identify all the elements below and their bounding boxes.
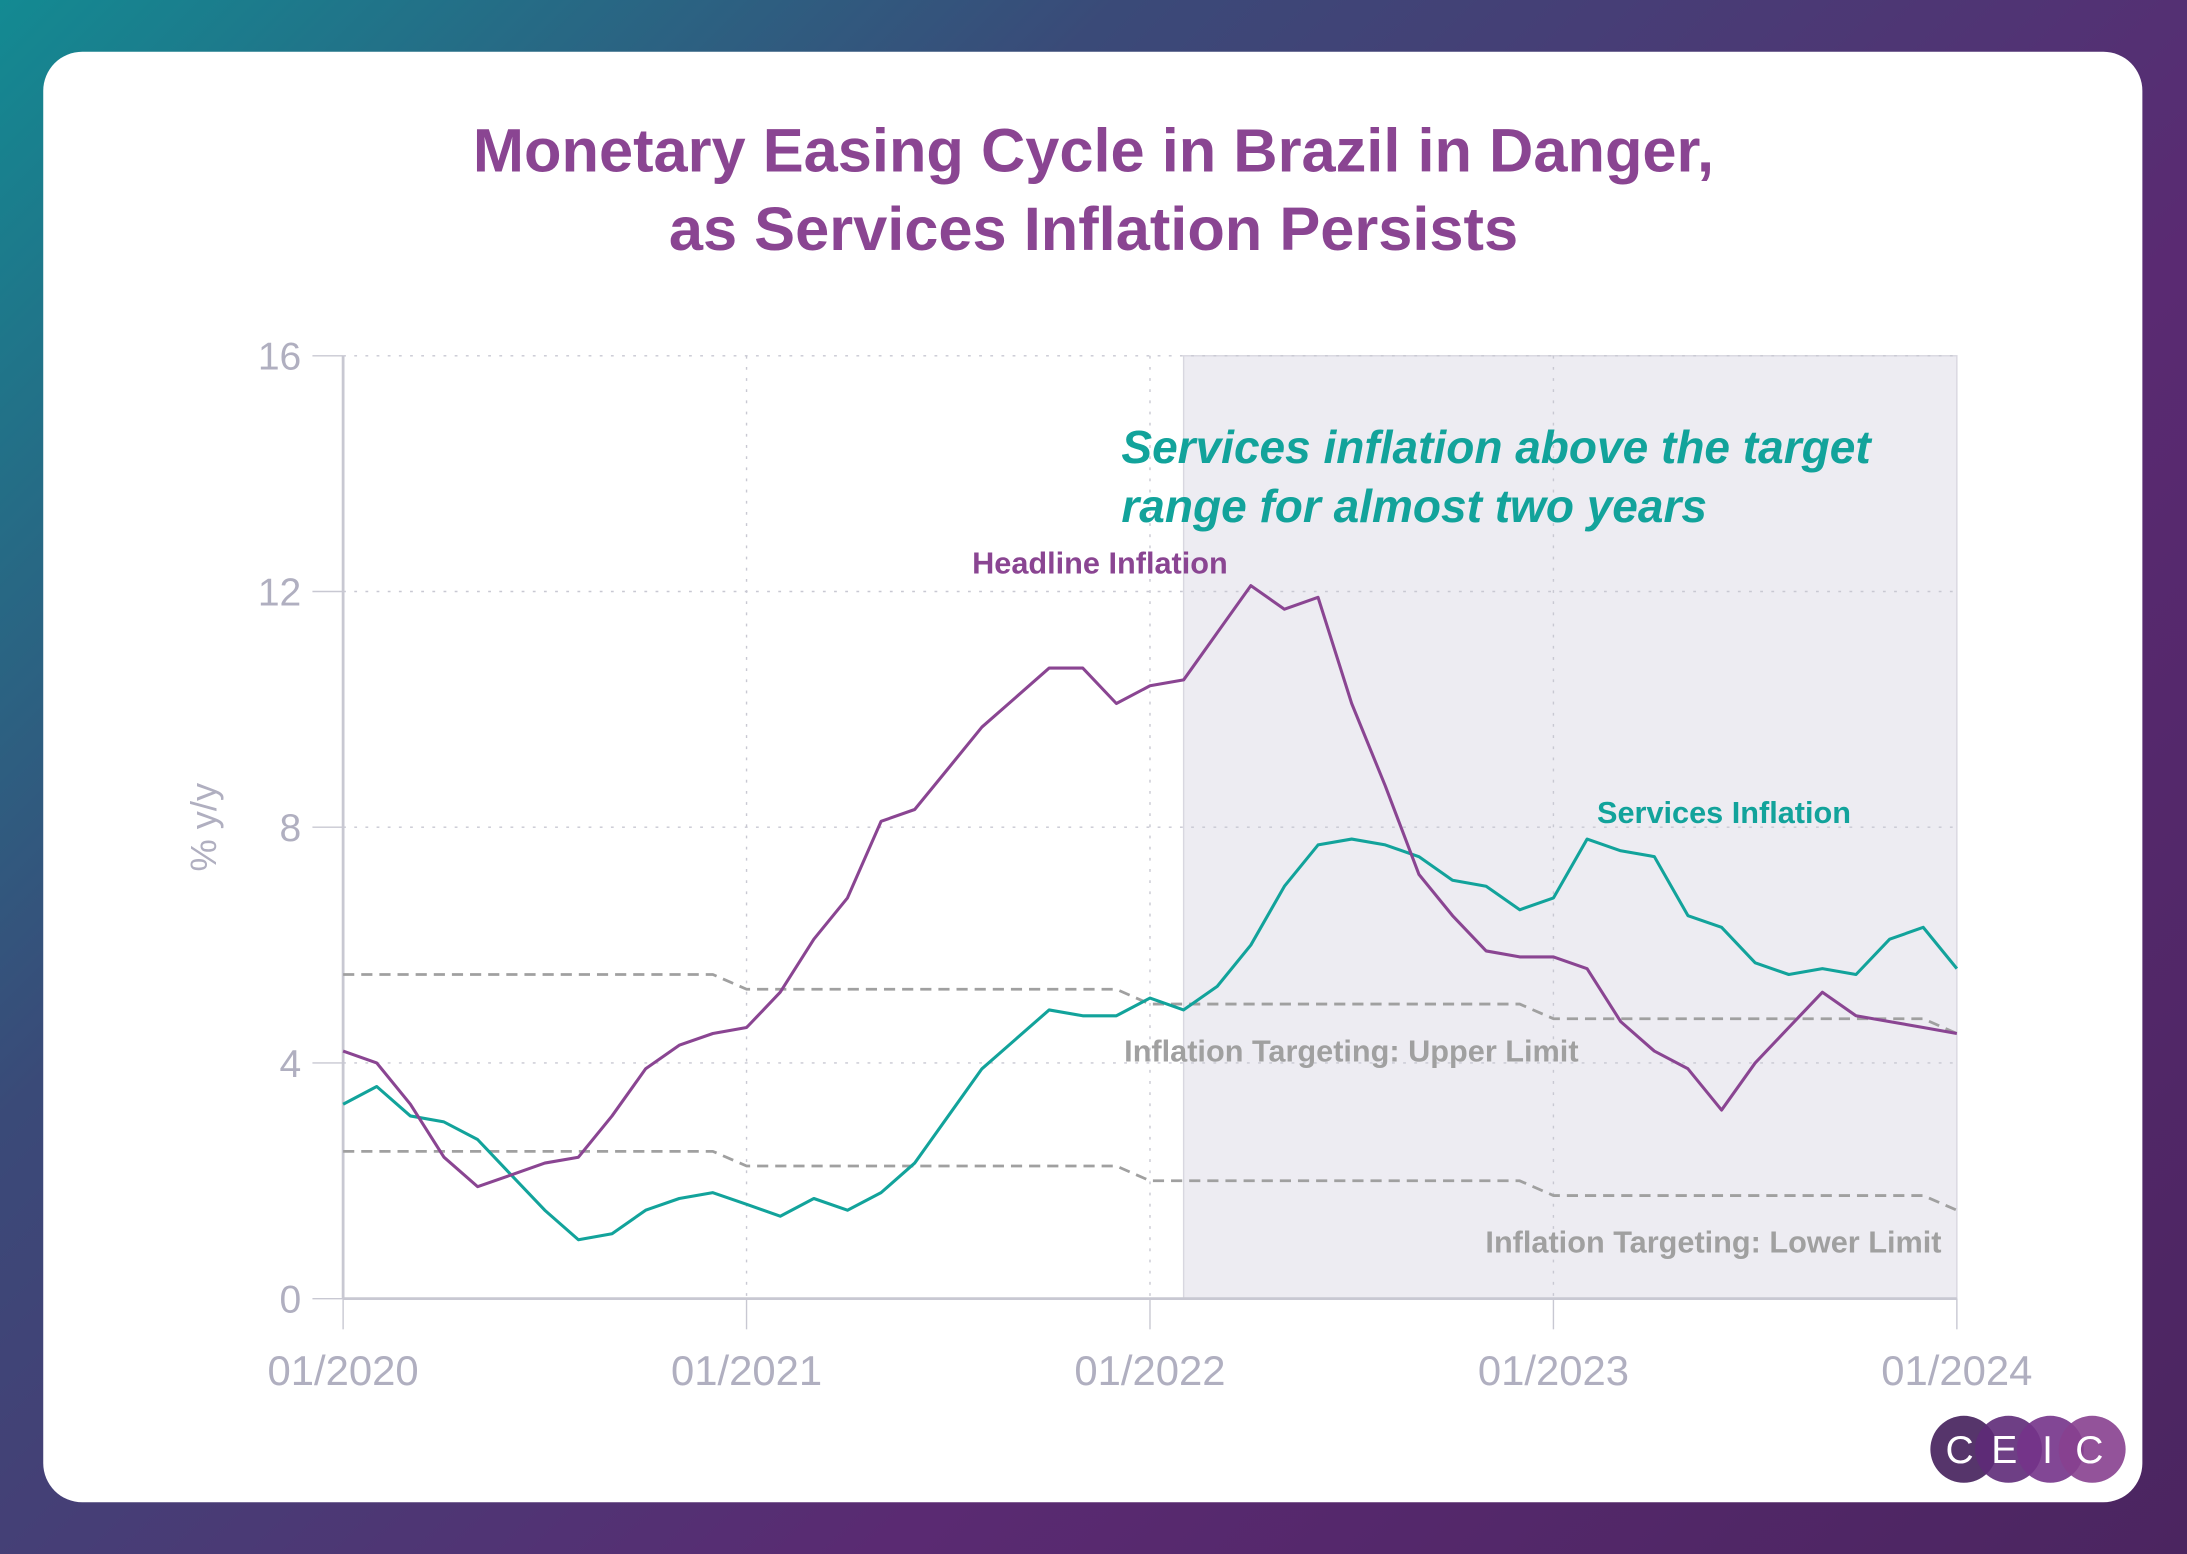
x-tick-label: 01/2020	[268, 1347, 419, 1394]
y-axis-label: % y/y	[183, 782, 224, 871]
svg-text:C: C	[2075, 1429, 2103, 1472]
label-headline-inflation: Headline Inflation	[972, 545, 1228, 580]
y-tick-label: 16	[258, 336, 301, 379]
x-tick-label: 01/2022	[1074, 1347, 1225, 1394]
svg-text:I: I	[2042, 1429, 2053, 1472]
label-upper-limit: Inflation Targeting: Upper Limit	[1124, 1034, 1578, 1069]
label-services-inflation: Services Inflation	[1597, 795, 1851, 830]
series-lines	[342, 584, 1959, 1242]
y-tick-label: 8	[280, 807, 302, 850]
chart-title-line1: Monetary Easing Cycle in Brazil in Dange…	[473, 117, 1714, 186]
y-tick-label: 4	[280, 1043, 302, 1086]
y-tick-label: 12	[258, 571, 301, 614]
grid	[343, 355, 1957, 1299]
annotation-line1: Services inflation above the target	[1121, 421, 1872, 473]
x-tick-label: 01/2021	[671, 1347, 822, 1394]
chart-title-line2: as Services Inflation Persists	[669, 195, 1518, 264]
x-tick-label: 01/2024	[1881, 1347, 2032, 1394]
x-tick-label: 01/2023	[1478, 1347, 1629, 1394]
series-line-headline-inflation	[342, 584, 1958, 1189]
label-lower-limit: Inflation Targeting: Lower Limit	[1485, 1225, 1941, 1260]
y-tick-label: 0	[280, 1279, 302, 1322]
svg-text:C: C	[1946, 1429, 1974, 1472]
series-line-services-inflation	[342, 837, 1959, 1242]
annotation-line2: range for almost two years	[1121, 480, 1707, 532]
svg-text:E: E	[1991, 1429, 2017, 1472]
ceic-logo: C E I C	[1930, 1415, 2126, 1483]
axes: 0 4 8 12 16 01/2020 01/2021 01/2022 01/2023 01/20…	[258, 336, 2033, 1394]
